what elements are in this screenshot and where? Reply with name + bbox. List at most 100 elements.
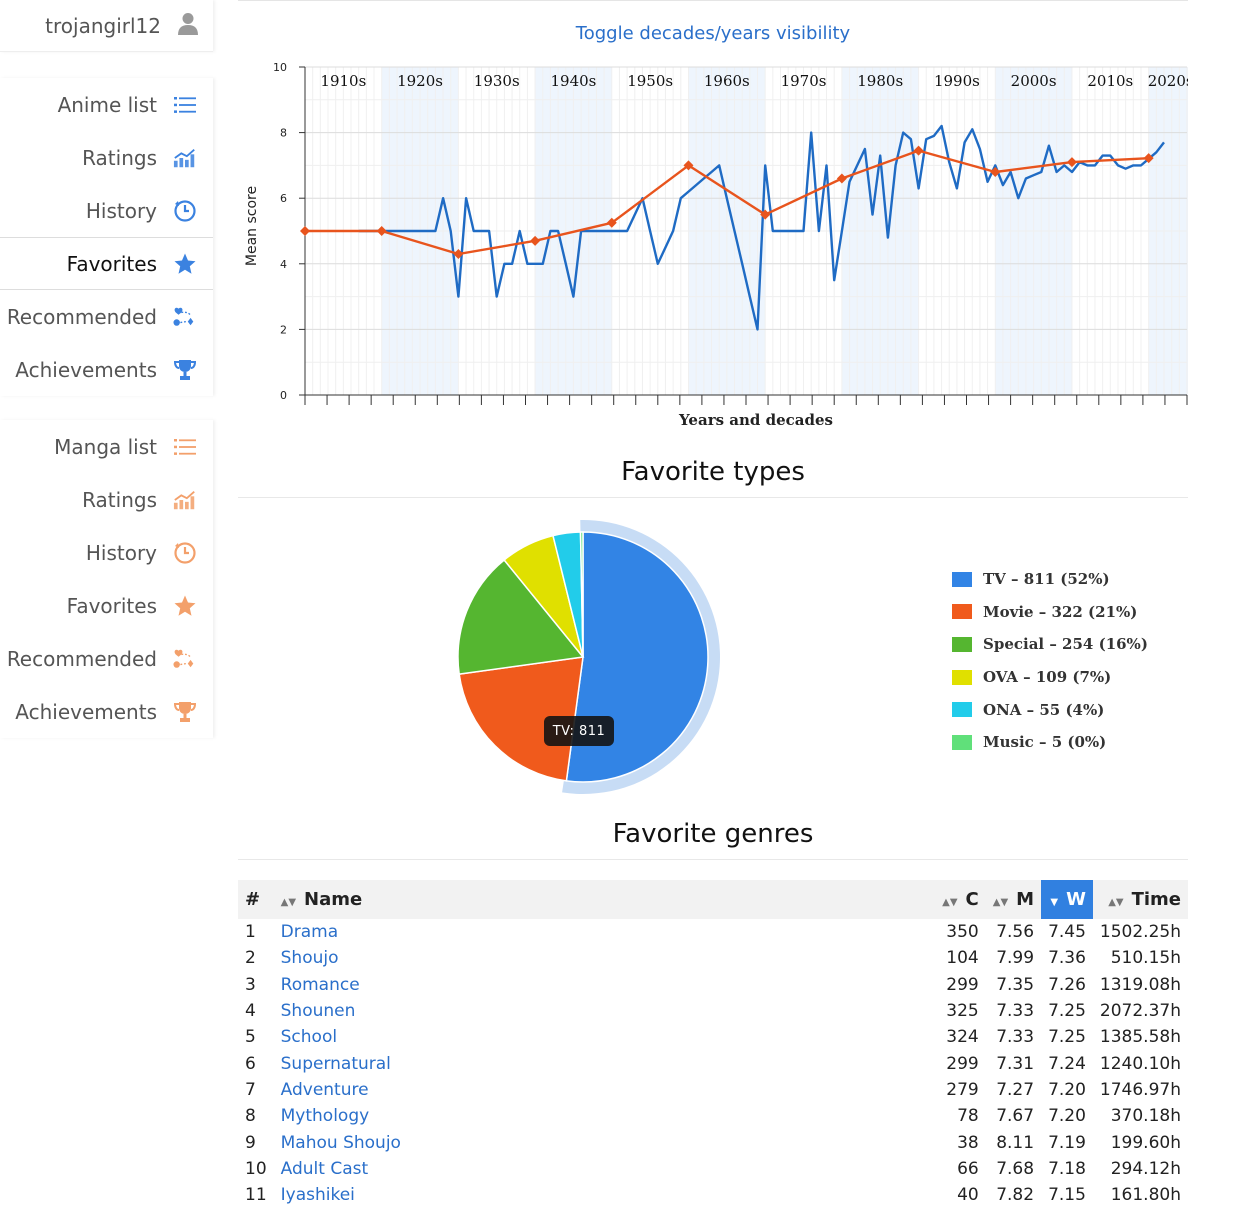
genre-link[interactable]: School	[280, 1027, 338, 1048]
mean-cell: 7.82	[996, 1185, 1035, 1206]
genre-link[interactable]: Romance	[280, 974, 360, 995]
count-cell: 324	[946, 1027, 979, 1048]
star-icon	[173, 252, 197, 276]
sidebar-manga-ratings[interactable]: Ratings	[0, 473, 213, 526]
decade-point[interactable]	[300, 226, 310, 236]
decade-point[interactable]	[1143, 153, 1154, 164]
genre-link[interactable]: Drama	[280, 922, 339, 943]
legend-label: OVA – 109 (7%)	[983, 668, 1112, 687]
decade-label[interactable]: 2020s	[1148, 72, 1188, 90]
decade-label[interactable]: 1910s	[320, 72, 366, 90]
sidebar-manga-recommended[interactable]: Recommended	[0, 632, 213, 685]
weighted-cell: 7.19	[1048, 1132, 1086, 1153]
genre-name: Iyashikei	[274, 1182, 924, 1208]
genre-link[interactable]: Shounen	[280, 1001, 356, 1022]
sidebar-item-label: Favorites	[66, 251, 157, 276]
sort-icon: ▲▼	[280, 897, 297, 908]
table-row: 5 School 324 7.33 7.25 1385.58h	[238, 1024, 1188, 1050]
sidebar-manga-achievements[interactable]: Achievements	[0, 685, 213, 738]
decade-point[interactable]	[760, 209, 771, 220]
genre-link[interactable]: Adventure	[280, 1079, 369, 1100]
decade-label[interactable]: 2010s	[1087, 72, 1133, 90]
y-tick-label: 4	[280, 258, 287, 271]
time-cell: 1746.97h	[1099, 1079, 1181, 1100]
decade-label[interactable]: 1940s	[550, 72, 596, 90]
sidebar-manga-history[interactable]: History	[0, 526, 213, 579]
decade-label[interactable]: 1920s	[397, 72, 443, 90]
decade-point[interactable]	[606, 217, 617, 228]
time-cell: 294.12h	[1110, 1158, 1181, 1179]
time-cell: 199.60h	[1110, 1132, 1181, 1153]
weighted-cell: 7.20	[1048, 1106, 1086, 1127]
col-m-header[interactable]: ▲▼ M	[985, 880, 1042, 919]
sidebar-anime-recommended[interactable]: Recommended	[0, 290, 213, 343]
genre-name: Mythology	[274, 1103, 924, 1129]
sidebar-manga-favorites[interactable]: Favorites	[0, 579, 213, 632]
genre-link[interactable]: Iyashikei	[280, 1185, 355, 1206]
table-row: 10 Adult Cast 66 7.68 7.18 294.12h	[238, 1156, 1188, 1182]
legend-item-music[interactable]: Music – 5 (0%)	[952, 726, 1148, 759]
time-cell: 510.15h	[1110, 948, 1181, 969]
decade-point[interactable]	[453, 248, 464, 259]
decade-point[interactable]	[376, 226, 387, 236]
sidebar-item-label: Ratings	[82, 145, 157, 170]
decade-label[interactable]: 1950s	[627, 72, 673, 90]
decade-label[interactable]: 1970s	[781, 72, 827, 90]
col-name-header[interactable]: ▲▼ Name	[273, 880, 924, 919]
x-axis-label: Years and decades	[678, 411, 833, 429]
col-name-label: Name	[304, 889, 363, 910]
legend-item-ova[interactable]: OVA – 109 (7%)	[952, 661, 1148, 694]
col-c-header[interactable]: ▲▼ C	[923, 880, 986, 919]
sort-icon: ▲▼	[942, 897, 958, 908]
table-row: 11 Iyashikei 40 7.82 7.15 161.80h	[238, 1182, 1188, 1208]
toggle-decades-link[interactable]: Toggle decades/years visibility	[575, 23, 851, 44]
genres-divider	[238, 859, 1188, 860]
time-cell: 2072.37h	[1099, 1001, 1181, 1022]
decade-label[interactable]: 1980s	[857, 72, 903, 90]
decade-label[interactable]: 1990s	[934, 72, 980, 90]
legend-item-tv[interactable]: TV – 811 (52%)	[952, 563, 1148, 596]
sidebar-anime-history[interactable]: History	[0, 184, 213, 237]
user-row[interactable]: trojangirl12	[0, 0, 213, 52]
sidebar-manga-manga-list[interactable]: Manga list	[0, 420, 213, 473]
genre-link[interactable]: Supernatural	[280, 1053, 391, 1074]
row-number: 8	[245, 1106, 256, 1127]
genre-link[interactable]: Mahou Shoujo	[280, 1132, 401, 1153]
mean-cell: 7.67	[996, 1106, 1035, 1127]
count-cell: 299	[946, 974, 979, 995]
genre-link[interactable]: Mythology	[280, 1106, 370, 1127]
genre-name: Romance	[274, 972, 924, 998]
legend-label: ONA – 55 (4%)	[983, 700, 1105, 719]
sidebar-anime-ratings[interactable]: Ratings	[0, 131, 213, 184]
pie-slice-music[interactable]	[579, 531, 584, 658]
col-num-label: #	[245, 889, 261, 910]
sidebar-anime-achievements[interactable]: Achievements	[0, 343, 213, 396]
decade-label[interactable]: 1930s	[474, 72, 520, 90]
pie-slice-movie[interactable]	[458, 656, 584, 782]
legend-item-special[interactable]: Special – 254 (16%)	[952, 628, 1148, 661]
genre-link[interactable]: Adult Cast	[280, 1158, 369, 1179]
col-num-header: #	[238, 880, 274, 919]
decade-point[interactable]	[913, 145, 924, 156]
row-number: 6	[245, 1053, 256, 1074]
decade-point[interactable]	[1066, 157, 1077, 168]
decade-label[interactable]: 2000s	[1011, 72, 1057, 90]
row-number: 3	[245, 974, 256, 995]
sidebar-anime-favorites[interactable]: Favorites	[0, 237, 213, 290]
pie-slice-special[interactable]	[457, 558, 585, 675]
sidebar-anime-anime-list[interactable]: Anime list	[0, 78, 213, 131]
col-w-header[interactable]: ▼ W	[1041, 880, 1093, 919]
decade-point[interactable]	[683, 160, 694, 171]
decade-label[interactable]: 1960s	[704, 72, 750, 90]
legend-item-movie[interactable]: Movie – 322 (21%)	[952, 596, 1148, 629]
mean-cell: 7.33	[996, 1027, 1035, 1048]
col-time-header[interactable]: ▲▼ Time	[1092, 880, 1188, 919]
decade-point[interactable]	[836, 173, 847, 184]
genre-link[interactable]: Shoujo	[280, 948, 339, 969]
count-cell: 104	[946, 948, 979, 969]
legend-item-ona[interactable]: ONA – 55 (4%)	[952, 693, 1148, 726]
favorite-types-title: Favorite types	[621, 457, 805, 487]
top-divider	[238, 0, 1188, 1]
decade-point[interactable]	[530, 235, 541, 246]
decade-point[interactable]	[990, 166, 1001, 177]
